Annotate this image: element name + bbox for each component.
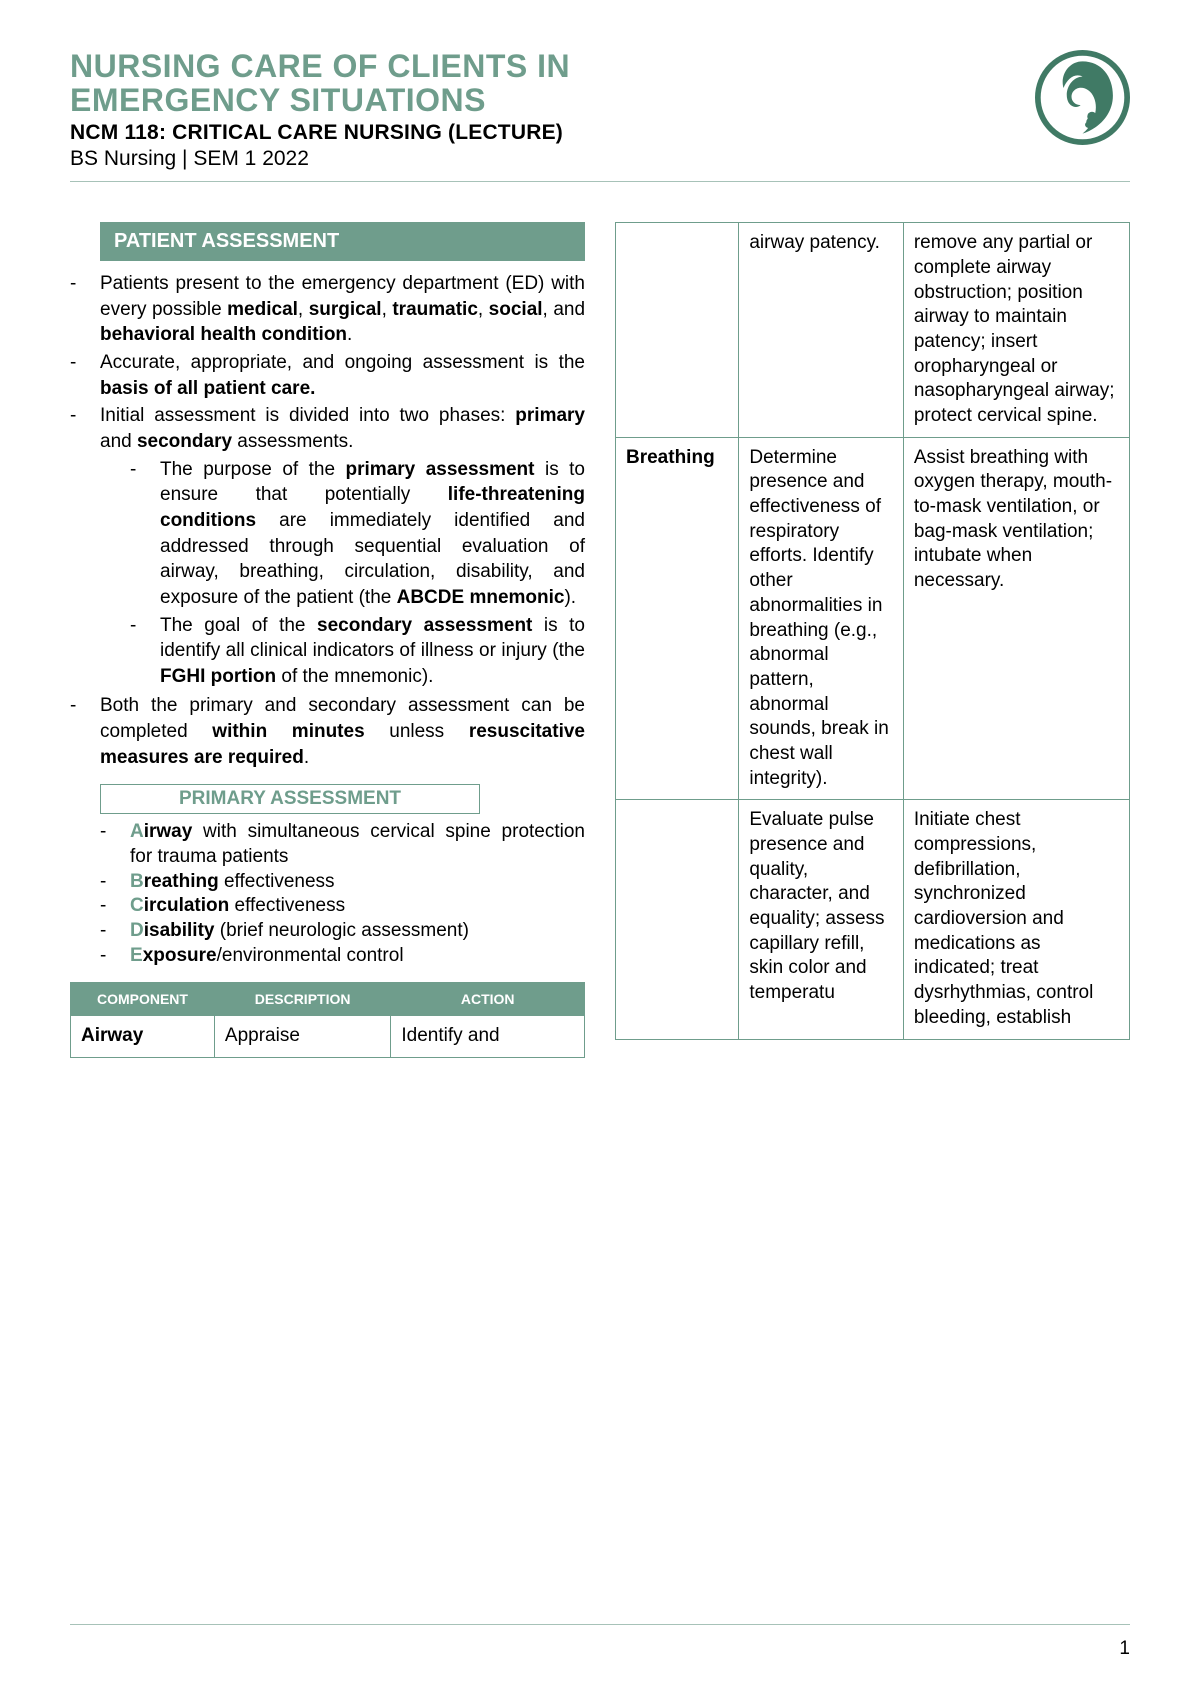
abcde-item: -Circulation effectiveness xyxy=(100,894,585,919)
abcde-list: -Airway with simultaneous cervical spine… xyxy=(70,820,585,968)
cell-action: Initiate chest compressions, defibrillat… xyxy=(903,800,1129,1039)
th-component: COMPONENT xyxy=(71,983,215,1016)
table-row: airway patency. remove any partial or co… xyxy=(616,223,1130,438)
cell-component xyxy=(616,800,739,1039)
title-line-1: NURSING CARE OF CLIENTS IN xyxy=(70,50,1130,84)
assessment-bullets: - Patients present to the emergency depa… xyxy=(70,271,585,770)
component-table-right: airway patency. remove any partial or co… xyxy=(615,222,1130,1039)
cell-description: Evaluate pulse presence and quality, cha… xyxy=(739,800,903,1039)
cell-component xyxy=(616,223,739,438)
table-row: Breathing Determine presence and effecti… xyxy=(616,437,1130,800)
cell-description: airway patency. xyxy=(739,223,903,438)
cell-component: Airway xyxy=(71,1016,215,1058)
cell-description: Determine presence and effectiveness of … xyxy=(739,437,903,800)
cell-action: Identify and xyxy=(391,1016,585,1058)
section-banner: PATIENT ASSESSMENT xyxy=(100,222,585,261)
bullet-item: - Both the primary and secondary assessm… xyxy=(70,693,585,770)
cell-description: Appraise xyxy=(214,1016,390,1058)
abcde-item: -Disability (brief neurologic assessment… xyxy=(100,919,585,944)
sub-bullet: - The purpose of the primary assessment … xyxy=(130,457,585,611)
sub-bullet: - The goal of the secondary assessment i… xyxy=(130,613,585,690)
two-column-layout: PATIENT ASSESSMENT - Patients present to… xyxy=(70,222,1130,1058)
sub-section-banner: PRIMARY ASSESSMENT xyxy=(100,784,480,814)
th-description: DESCRIPTION xyxy=(214,983,390,1016)
component-table-left: COMPONENT DESCRIPTION ACTION Airway Appr… xyxy=(70,982,585,1058)
page-header: NURSING CARE OF CLIENTS IN EMERGENCY SIT… xyxy=(70,50,1130,171)
abcde-item: -Breathing effectiveness xyxy=(100,870,585,895)
table-row: Airway Appraise Identify and xyxy=(71,1016,585,1058)
cell-component: Breathing xyxy=(616,437,739,800)
program-term: BS Nursing | SEM 1 2022 xyxy=(70,147,1130,171)
bullet-item: - Initial assessment is divided into two… xyxy=(70,403,585,691)
table-header-row: COMPONENT DESCRIPTION ACTION xyxy=(71,983,585,1016)
page-number: 1 xyxy=(1119,1638,1130,1660)
th-action: ACTION xyxy=(391,983,585,1016)
bullet-item: - Accurate, appropriate, and ongoing ass… xyxy=(70,350,585,401)
logo-icon xyxy=(1035,50,1130,145)
header-divider xyxy=(70,181,1130,182)
abcde-item: -Exposure/environmental control xyxy=(100,944,585,969)
table-row: Evaluate pulse presence and quality, cha… xyxy=(616,800,1130,1039)
cell-action: Assist breathing with oxygen therapy, mo… xyxy=(903,437,1129,800)
cell-action: remove any partial or complete airway ob… xyxy=(903,223,1129,438)
course-subtitle: NCM 118: CRITICAL CARE NURSING (LECTURE) xyxy=(70,121,1130,145)
footer-divider xyxy=(70,1624,1130,1625)
right-column: airway patency. remove any partial or co… xyxy=(615,222,1130,1058)
abcde-item: -Airway with simultaneous cervical spine… xyxy=(100,820,585,869)
bullet-item: - Patients present to the emergency depa… xyxy=(70,271,585,348)
left-column: PATIENT ASSESSMENT - Patients present to… xyxy=(70,222,585,1058)
title-line-2: EMERGENCY SITUATIONS xyxy=(70,84,1130,118)
